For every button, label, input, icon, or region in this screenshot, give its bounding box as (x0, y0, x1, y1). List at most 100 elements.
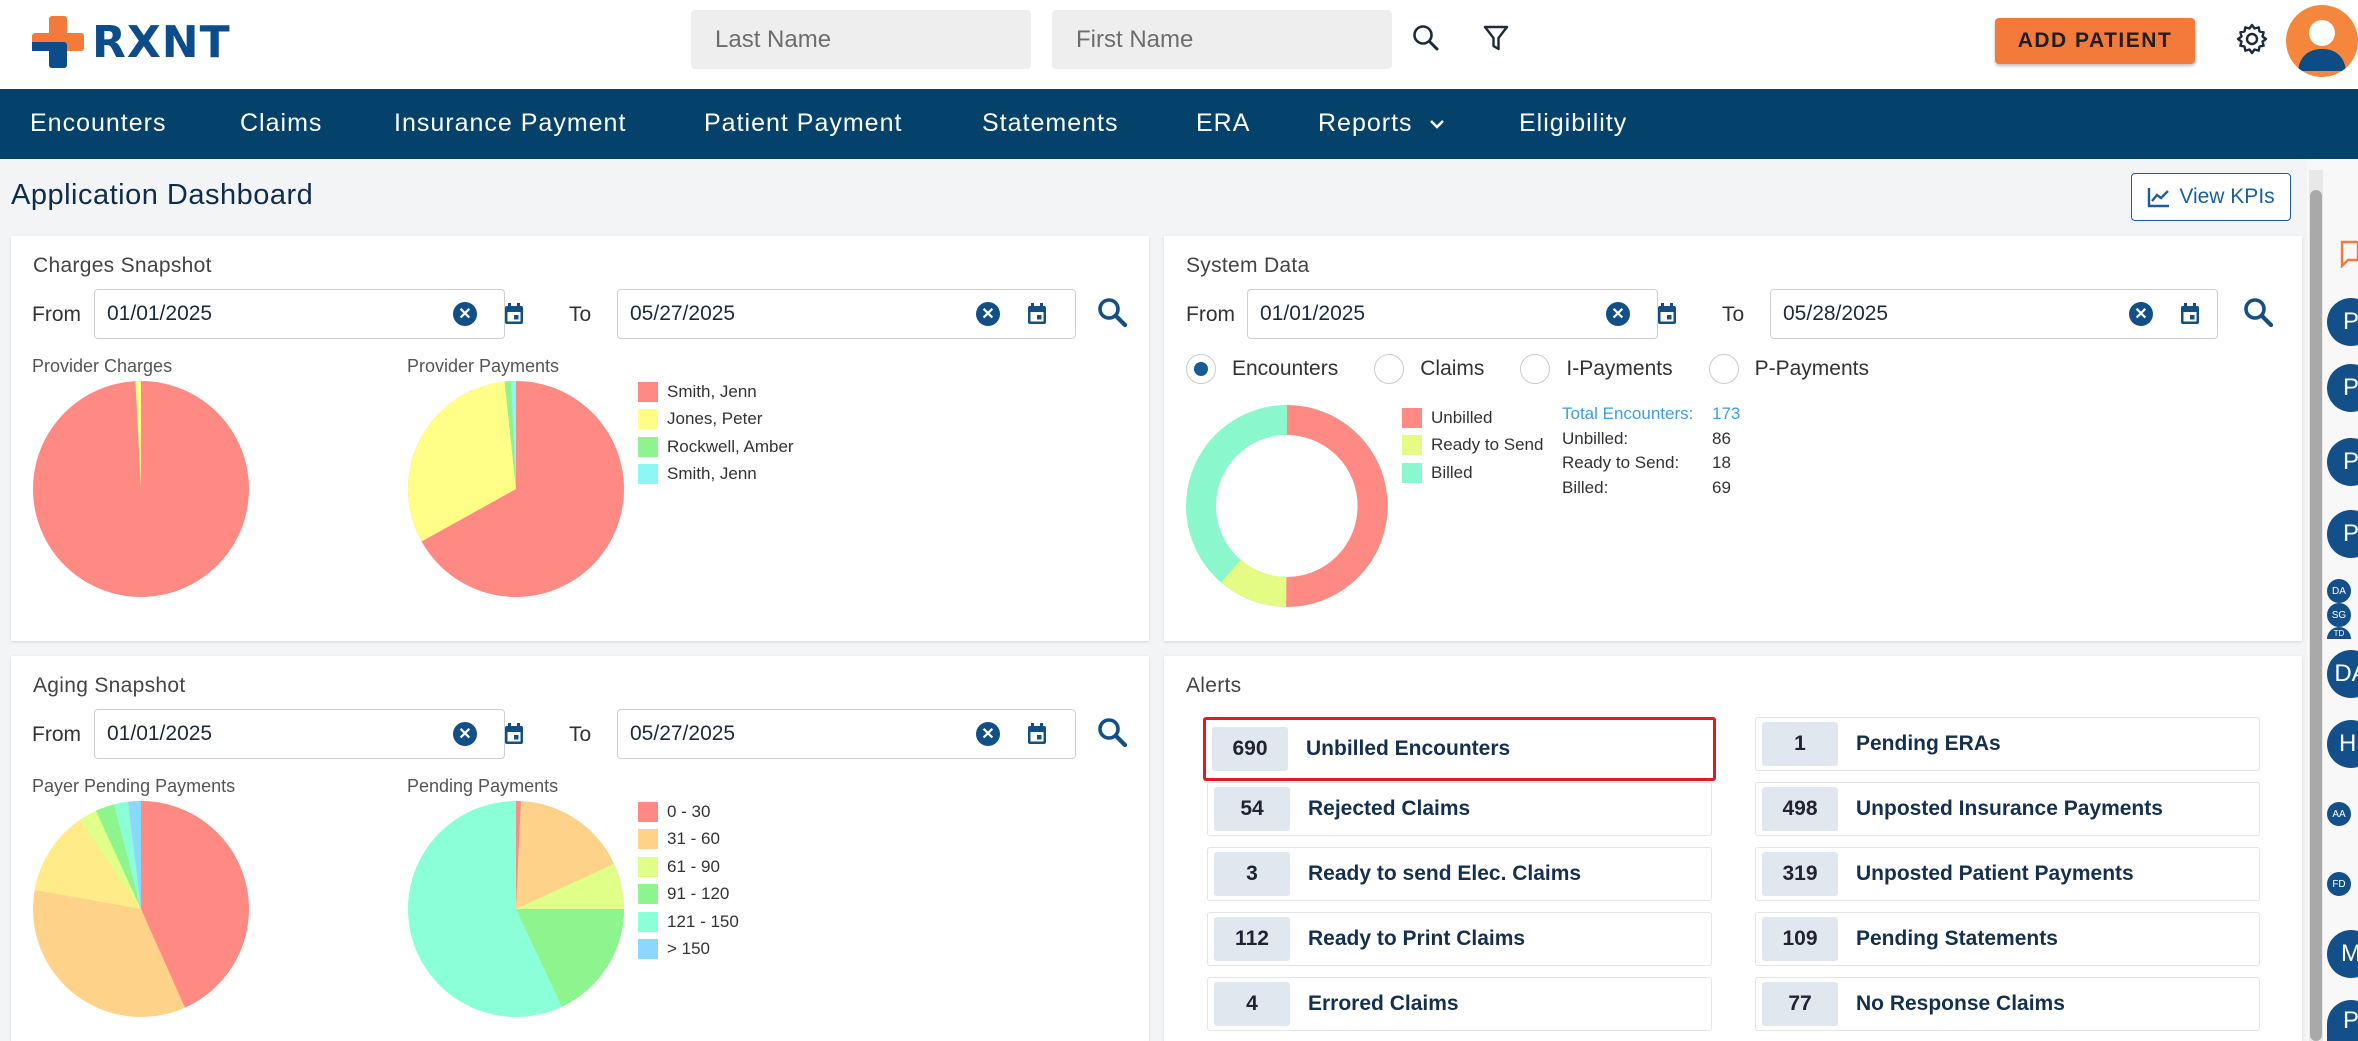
pie-slice (516, 909, 624, 1007)
legend-label: Ready to Send (1431, 435, 1544, 455)
last-name-input[interactable]: Last Name (691, 10, 1031, 69)
radio-encounters[interactable] (1186, 354, 1216, 384)
alert-ready-to-print-claims[interactable]: 112 Ready to Print Claims (1207, 912, 1712, 966)
alert-unposted-insurance-payments[interactable]: 498 Unposted Insurance Payments (1755, 782, 2260, 836)
card-title: System Data (1186, 254, 1310, 277)
clear-icon[interactable]: ✕ (2129, 302, 2153, 326)
filter-icon[interactable] (1478, 20, 1514, 56)
clear-icon[interactable]: ✕ (976, 302, 1000, 326)
search-icon[interactable] (1408, 20, 1444, 56)
pie-slice (141, 801, 249, 1008)
pie-slice (511, 380, 516, 489)
to-date-input[interactable]: 05/27/2025 ✕ (617, 709, 1076, 759)
view-kpis-label: View KPIs (2179, 185, 2275, 208)
clear-icon[interactable]: ✕ (453, 302, 477, 326)
radio-p-payments[interactable] (1708, 354, 1739, 384)
from-date-input[interactable]: 01/01/2025 ✕ (1247, 289, 1676, 339)
nav-reports[interactable]: Reports (1318, 109, 1445, 138)
search-icon[interactable] (2242, 296, 2276, 330)
calendar-icon[interactable] (1656, 302, 1678, 326)
legend-swatch (638, 829, 658, 850)
user-bubble[interactable]: M (2327, 930, 2358, 978)
to-date-input[interactable]: 05/27/2025 ✕ (617, 289, 1076, 339)
alert-ready-to-send-elec-claims[interactable]: 3 Ready to send Elec. Claims (1207, 847, 1712, 901)
from-date-input[interactable]: 01/01/2025 ✕ (94, 709, 523, 759)
legend-swatch (638, 801, 658, 822)
alert-unbilled-encounters[interactable]: 690 Unbilled Encounters (1203, 717, 1716, 781)
radio-label: P-Payments (1754, 357, 1869, 380)
user-bubble-small[interactable]: SG (2327, 603, 2351, 627)
nav-patient-payment[interactable]: Patient Payment (704, 109, 903, 137)
calendar-icon[interactable] (2179, 302, 2201, 326)
pie-slice (135, 380, 141, 489)
scrollbar-thumb[interactable] (2310, 190, 2322, 1041)
radio-label: Encounters (1232, 357, 1339, 380)
add-patient-button[interactable]: ADD PATIENT (1995, 18, 2195, 64)
user-bubble[interactable]: P (2327, 438, 2358, 486)
rxnt-cross-icon (32, 16, 84, 68)
alert-pending-statements[interactable]: 109 Pending Statements (1755, 912, 2260, 966)
legend-swatch (638, 464, 658, 485)
user-bubble[interactable]: P (2327, 510, 2358, 558)
nav-eligibility[interactable]: Eligibility (1519, 109, 1628, 137)
user-bubble[interactable]: P (2327, 364, 2358, 412)
radio-i-payments[interactable] (1520, 354, 1551, 384)
user-bubble[interactable]: HI (2327, 720, 2358, 768)
to-date-value: 05/27/2025 (630, 722, 736, 745)
alert-no-response-claims[interactable]: 77 No Response Claims (1755, 977, 2260, 1031)
to-label: To (569, 723, 592, 746)
legend-label: Billed (1431, 462, 1473, 482)
nav-reports-label: Reports (1318, 109, 1413, 137)
to-date-input[interactable]: 05/28/2025 ✕ (1770, 289, 2218, 339)
user-bubble-small[interactable]: TD (2327, 627, 2351, 639)
stat-value: 86 (1712, 428, 1731, 448)
calendar-icon[interactable] (1026, 722, 1048, 746)
nav-claims[interactable]: Claims (240, 109, 323, 137)
nav-insurance-payment[interactable]: Insurance Payment (394, 109, 627, 137)
clear-icon[interactable]: ✕ (453, 722, 477, 746)
user-bubble-small[interactable]: FD (2327, 872, 2351, 896)
alert-label: Unposted Patient Payments (1856, 862, 2134, 885)
user-avatar[interactable] (2286, 5, 2358, 77)
alert-pending-eras[interactable]: 1 Pending ERAs (1755, 717, 2260, 771)
legend-item: 31 - 60 (638, 826, 739, 854)
search-icon[interactable] (1096, 296, 1130, 330)
legend-label: > 150 (667, 939, 711, 959)
radio-claims[interactable] (1374, 354, 1405, 384)
nav-encounters[interactable]: Encounters (30, 109, 167, 137)
calendar-icon[interactable] (1026, 302, 1048, 326)
legend-swatch (1402, 462, 1422, 483)
nav-era[interactable]: ERA (1196, 109, 1251, 137)
user-bubble-small[interactable]: DA (2327, 579, 2351, 603)
from-label: From (1186, 303, 1235, 326)
stat-label: Billed: (1562, 477, 1609, 497)
clear-icon[interactable]: ✕ (976, 722, 1000, 746)
first-name-input[interactable]: First Name (1052, 10, 1392, 69)
chat-icon[interactable] (2338, 238, 2358, 268)
legend-item: 121 - 150 (638, 908, 739, 936)
user-bubble[interactable]: DA (2327, 650, 2358, 698)
stat-row: Ready to Send: 18 (1562, 453, 1740, 478)
alert-errored-claims[interactable]: 4 Errored Claims (1207, 977, 1712, 1031)
legend-label: 121 - 150 (667, 911, 739, 931)
rxnt-logo[interactable]: RXNT (30, 14, 231, 70)
user-bubble-small[interactable]: AA (2327, 802, 2351, 826)
settings-gear-icon[interactable] (2232, 19, 2272, 59)
alert-unposted-patient-payments[interactable]: 319 Unposted Patient Payments (1755, 847, 2260, 901)
from-date-input[interactable]: 01/01/2025 ✕ (94, 289, 523, 339)
legend-label: Jones, Peter (667, 409, 763, 429)
legend-label: Rockwell, Amber (667, 436, 794, 456)
calendar-icon[interactable] (503, 722, 525, 746)
stat-label: Total Encounters: (1562, 404, 1694, 423)
alert-rejected-claims[interactable]: 54 Rejected Claims (1207, 782, 1712, 836)
stat-row: Total Encounters: 173 (1562, 404, 1740, 429)
calendar-icon[interactable] (503, 302, 525, 326)
nav-statements[interactable]: Statements (982, 109, 1119, 137)
user-bubble[interactable]: P (2327, 298, 2358, 346)
legend-swatch (638, 856, 658, 877)
view-kpis-button[interactable]: View KPIs (2131, 173, 2291, 221)
search-icon[interactable] (1096, 716, 1130, 750)
from-label: From (32, 723, 81, 746)
alert-count: 3 (1214, 852, 1290, 896)
clear-icon[interactable]: ✕ (1606, 302, 1630, 326)
